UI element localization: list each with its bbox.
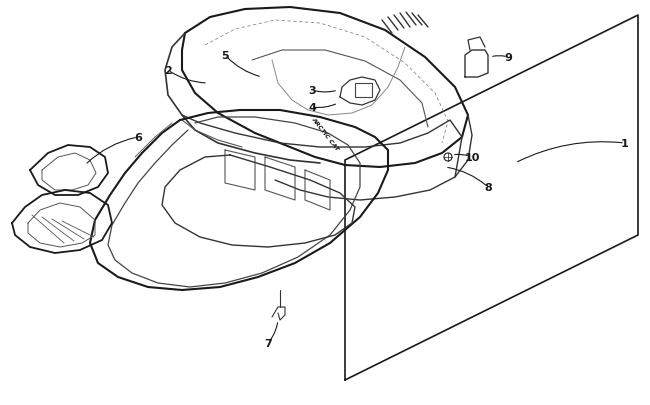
Text: ARCTIC CAT: ARCTIC CAT [311,116,339,151]
Text: 4: 4 [308,103,316,113]
Text: 10: 10 [464,153,480,162]
Text: 5: 5 [221,51,229,61]
Text: 1: 1 [621,139,629,149]
Text: 6: 6 [134,133,142,143]
Text: 9: 9 [504,53,512,63]
Text: 7: 7 [264,338,272,348]
Text: 2: 2 [164,66,172,76]
Text: 3: 3 [308,86,316,96]
Text: 8: 8 [484,183,492,192]
